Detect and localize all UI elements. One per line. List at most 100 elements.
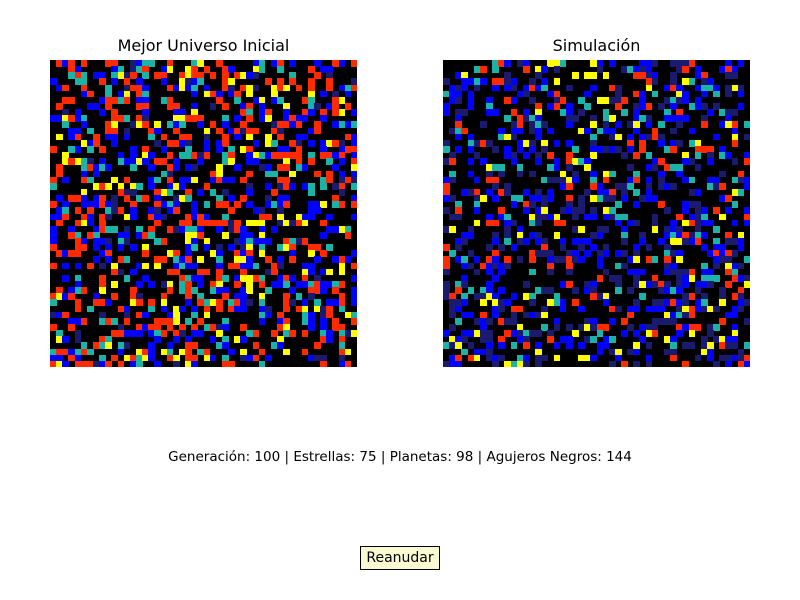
- grid-cell: [479, 195, 487, 202]
- grid-cell: [252, 84, 260, 92]
- grid-cell: [664, 299, 671, 307]
- grid-cell: [80, 348, 88, 356]
- grid-cell: [307, 268, 315, 276]
- grid-cell: [215, 287, 223, 294]
- grid-cell: [301, 268, 309, 276]
- grid-cell: [535, 342, 542, 350]
- grid-cell: [123, 213, 131, 221]
- grid-cell: [185, 231, 192, 239]
- grid-cell: [522, 293, 530, 301]
- grid-cell: [50, 324, 57, 331]
- grid-cell: [461, 109, 469, 116]
- grid-cell: [639, 231, 647, 239]
- grid-cell: [185, 287, 192, 294]
- grid-cell: [289, 72, 297, 79]
- grid-cell: [135, 330, 143, 337]
- grid-cell: [264, 268, 272, 276]
- grid-cell: [719, 299, 727, 307]
- grid-cell: [295, 158, 303, 165]
- grid-cell: [713, 102, 720, 110]
- grid-cell: [185, 293, 192, 301]
- grid-cell: [172, 317, 180, 325]
- grid-cell: [221, 158, 229, 165]
- grid-cell: [670, 231, 677, 239]
- grid-cell: [590, 60, 598, 67]
- grid-cell: [74, 195, 82, 202]
- grid-cell: [553, 176, 561, 184]
- grid-cell: [590, 152, 598, 159]
- grid-cell: [461, 281, 469, 288]
- grid-cell: [105, 84, 112, 92]
- grid-cell: [461, 188, 469, 196]
- grid-cell: [578, 244, 585, 251]
- grid-cell: [80, 287, 88, 294]
- grid-cell: [123, 96, 131, 104]
- grid-cell: [676, 299, 684, 307]
- grid-cell: [535, 195, 542, 202]
- grid-cell: [283, 195, 291, 202]
- grid-cell: [264, 152, 272, 159]
- grid-cell: [203, 311, 211, 319]
- grid-cell: [510, 330, 518, 337]
- grid-cell: [221, 66, 229, 73]
- grid-cell: [258, 293, 266, 301]
- grid-cell: [664, 145, 671, 153]
- grid-cell: [289, 244, 297, 251]
- grid-cell: [142, 102, 149, 110]
- grid-cell: [197, 231, 205, 239]
- grid-cell: [221, 324, 229, 331]
- grid-cell: [694, 213, 702, 221]
- grid-cell: [185, 66, 192, 73]
- grid-cell: [719, 354, 727, 362]
- grid-cell: [479, 78, 487, 86]
- grid-cell: [209, 102, 217, 110]
- grid-cell: [271, 84, 278, 92]
- grid-cell: [264, 78, 272, 86]
- grid-cell: [135, 311, 143, 319]
- grid-cell: [264, 170, 272, 178]
- grid-cell: [541, 78, 548, 86]
- grid-cell: [614, 201, 622, 208]
- grid-cell: [485, 354, 493, 362]
- grid-cell: [301, 219, 309, 227]
- grid-cell: [142, 115, 149, 122]
- grid-cell: [645, 195, 653, 202]
- grid-cell: [547, 330, 555, 337]
- grid-cell: [338, 60, 346, 67]
- grid-cell: [688, 342, 696, 350]
- grid-cell: [676, 139, 684, 147]
- grid-cell: [129, 360, 137, 367]
- grid-cell: [565, 207, 573, 215]
- grid-cell: [344, 231, 352, 239]
- grid-cell: [228, 152, 235, 159]
- grid-cell: [443, 207, 450, 215]
- grid-cell: [541, 287, 548, 294]
- grid-cell: [602, 213, 610, 221]
- grid-cell: [670, 164, 677, 172]
- grid-cell: [664, 164, 671, 172]
- grid-cell: [553, 164, 561, 172]
- grid-cell: [676, 96, 684, 104]
- grid-cell: [185, 238, 192, 245]
- grid-cell: [338, 336, 346, 344]
- grid-cell: [50, 244, 57, 251]
- grid-cell: [92, 238, 100, 245]
- grid-cell: [185, 152, 192, 159]
- grid-cell: [111, 72, 119, 79]
- grid-cell: [178, 139, 186, 147]
- grid-cell: [731, 127, 739, 135]
- grid-cell: [197, 348, 205, 356]
- grid-cell: [731, 84, 739, 92]
- grid-cell: [633, 115, 641, 122]
- grid-cell: [485, 102, 493, 110]
- grid-cell: [123, 317, 131, 325]
- grid-cell: [737, 238, 745, 245]
- grid-cell: [590, 244, 598, 251]
- grid-cell: [99, 78, 106, 86]
- grid-cell: [338, 281, 346, 288]
- grid-cell: [645, 133, 653, 141]
- grid-cell: [160, 330, 168, 337]
- grid-cell: [614, 281, 622, 288]
- grid-cell: [320, 231, 327, 239]
- resume-button[interactable]: Reanudar: [360, 546, 440, 570]
